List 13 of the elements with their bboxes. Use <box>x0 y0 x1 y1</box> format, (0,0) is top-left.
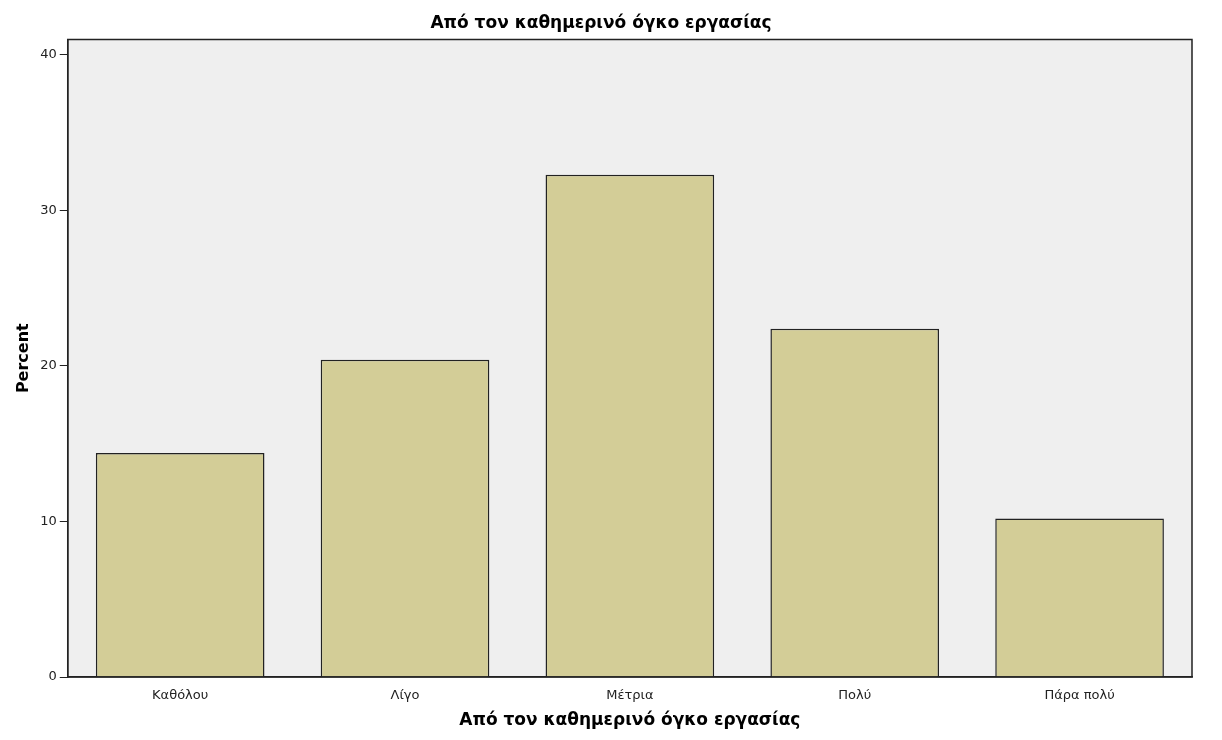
y-axis-title: Percent <box>12 322 32 394</box>
chart-title: Από τον καθημερινό όγκο εργασίας <box>430 11 772 32</box>
y-tick-label: 0 <box>48 668 57 684</box>
y-tick-label: 10 <box>40 512 57 528</box>
y-tick-label: 20 <box>40 357 57 373</box>
x-tick-label: Λίγο <box>390 687 420 703</box>
x-axis-title: Από τον καθημερινό όγκο εργασίας <box>459 709 801 730</box>
y-tick-label: 40 <box>40 46 57 62</box>
x-tick-label: Πολύ <box>838 687 872 703</box>
x-tick-label: Πάρα πολύ <box>1044 687 1115 703</box>
x-tick-label: Μέτρια <box>606 687 654 703</box>
y-tick-label: 30 <box>40 201 57 217</box>
x-tick-label: Καθόλου <box>152 687 209 703</box>
